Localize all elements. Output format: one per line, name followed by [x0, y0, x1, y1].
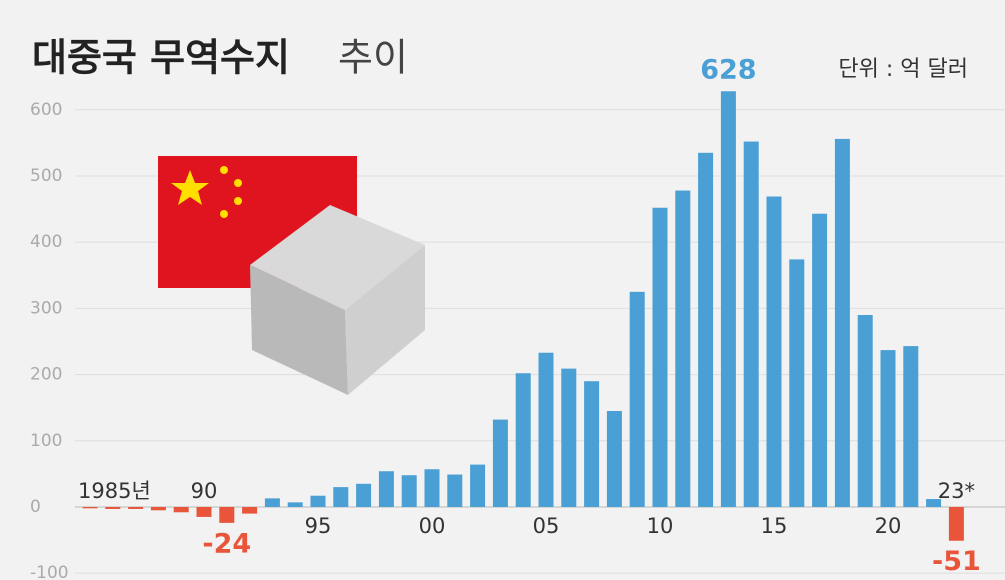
bar — [561, 368, 577, 507]
unit-label: 단위 : 억 달러 — [838, 57, 968, 82]
bar — [82, 506, 98, 509]
y-tick-label: -100 — [30, 563, 69, 580]
bar — [812, 213, 828, 507]
bar — [515, 373, 531, 507]
x-tick-label: 10 — [647, 514, 674, 538]
y-tick-label: 200 — [30, 365, 62, 385]
flag-star — [171, 170, 209, 205]
bar — [310, 495, 326, 507]
value-label: 628 — [700, 55, 756, 86]
x-tick-label: 1985년 — [78, 479, 151, 503]
bar — [447, 474, 463, 507]
container-top — [250, 205, 425, 310]
bar — [834, 138, 850, 507]
bar — [470, 464, 486, 507]
bar — [629, 291, 645, 507]
bar — [652, 207, 668, 507]
bar — [903, 346, 919, 507]
container-front — [250, 265, 348, 395]
bar — [128, 506, 144, 509]
bar — [105, 506, 121, 509]
x-tick-label: 90 — [191, 479, 218, 503]
y-tick-label: 100 — [30, 431, 62, 451]
bar — [698, 152, 714, 507]
x-tick-label: 05 — [533, 514, 560, 538]
bar — [766, 196, 782, 507]
bar — [219, 506, 235, 523]
bar — [378, 471, 394, 507]
bar — [880, 350, 896, 507]
y-tick-label: 400 — [30, 232, 62, 252]
chart-title: 대중국 무역수지 — [32, 36, 290, 80]
value-label: -24 — [202, 528, 251, 559]
x-tick-label: 20 — [875, 514, 902, 538]
bar — [675, 190, 691, 507]
x-tick-label: 15 — [761, 514, 788, 538]
y-tick-label: 300 — [30, 298, 62, 318]
y-tick-label: 0 — [30, 497, 41, 517]
bar — [196, 506, 212, 517]
bar — [333, 487, 349, 507]
bar — [173, 506, 189, 513]
flag-star — [220, 166, 228, 174]
x-tick-label: 23* — [938, 479, 975, 503]
bar — [242, 506, 258, 514]
bar — [720, 91, 736, 507]
bar — [789, 259, 805, 507]
bar — [401, 475, 417, 507]
flag-star — [234, 179, 242, 187]
bar — [926, 499, 942, 507]
flag-star — [234, 197, 242, 205]
bar — [743, 141, 759, 507]
bar — [287, 502, 303, 507]
x-tick-label: 00 — [419, 514, 446, 538]
y-tick-label: 500 — [30, 166, 62, 186]
y-tick-label: 600 — [30, 100, 62, 120]
bar — [606, 410, 622, 507]
bar — [538, 352, 554, 507]
bar — [150, 506, 166, 511]
container-side — [345, 245, 425, 395]
value-label: -51 — [932, 546, 981, 577]
bar — [356, 483, 372, 507]
chart-title-light: 추이 — [338, 36, 408, 80]
bar — [584, 381, 600, 507]
flag-star — [220, 210, 228, 218]
bar — [492, 419, 508, 507]
illustration — [158, 156, 425, 395]
bar — [857, 315, 873, 507]
bar — [424, 469, 440, 507]
x-tick-label: 95 — [305, 514, 332, 538]
bar — [948, 506, 964, 541]
bar — [264, 498, 280, 507]
